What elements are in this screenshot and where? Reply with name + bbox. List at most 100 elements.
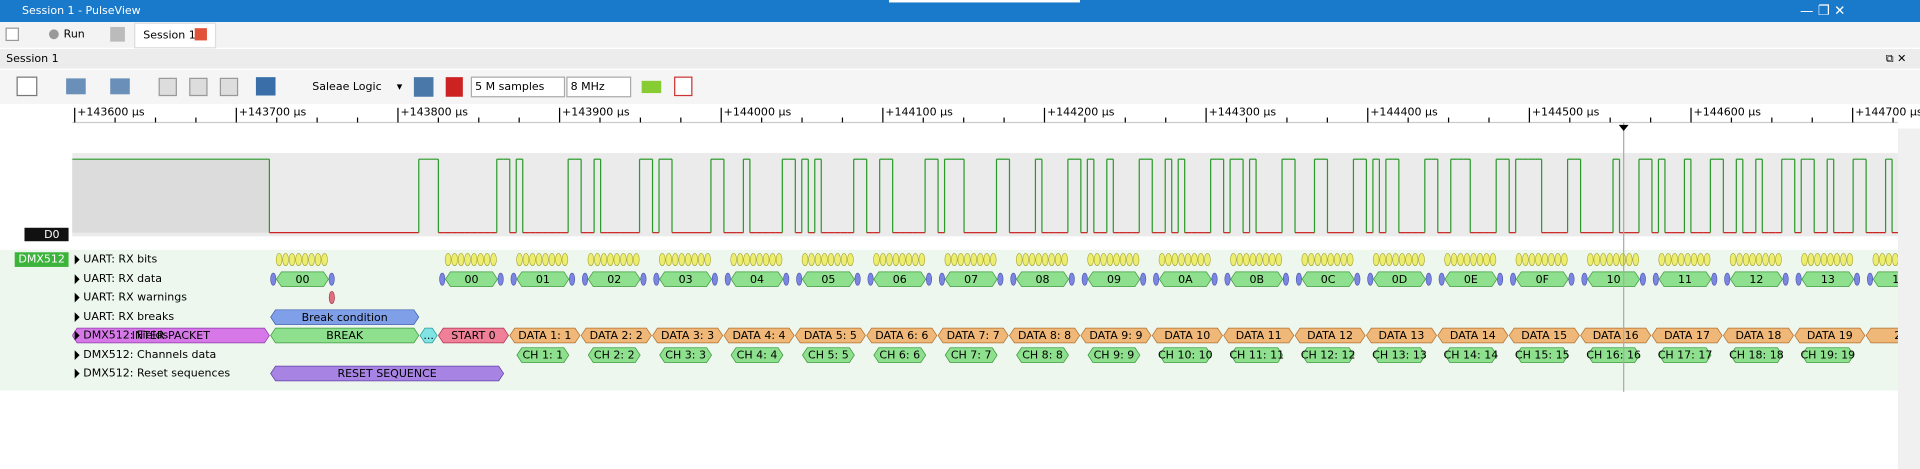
rx-bit	[1729, 253, 1737, 267]
dmx-field	[1722, 327, 1794, 344]
channel-data-text: CH 6: 6	[879, 349, 920, 362]
decoder-tag[interactable]	[14, 252, 69, 267]
rx-data	[944, 271, 998, 287]
rx-bit	[1489, 253, 1497, 267]
row-expander[interactable]	[74, 312, 80, 323]
idle-shade	[72, 159, 270, 233]
open-icon[interactable]	[66, 78, 86, 95]
channel-tag[interactable]	[24, 227, 69, 242]
start-bit	[938, 272, 945, 286]
settings-button[interactable]	[110, 26, 125, 42]
rx-data-text: 01	[536, 273, 550, 286]
decoder-label[interactable]: DMX512	[18, 253, 65, 266]
new-button[interactable]	[5, 27, 19, 42]
rx-bit	[873, 253, 880, 267]
rx-bit	[444, 253, 452, 267]
session-tab-label[interactable]: Session 1	[143, 29, 196, 42]
math-icon[interactable]	[674, 76, 693, 97]
channel-data	[802, 347, 855, 363]
rx-data	[873, 271, 927, 287]
dock-buttons[interactable]: ⧉ ✕	[1886, 52, 1907, 65]
row-label[interactable]: UART: RX data	[83, 272, 162, 285]
rx-bit	[1632, 253, 1639, 267]
stop-bit	[1354, 272, 1361, 286]
row-label[interactable]: DMX512: Fields	[83, 329, 168, 342]
row-expander[interactable]	[74, 330, 80, 341]
channel-data	[1301, 347, 1355, 363]
rx-bit	[535, 253, 543, 267]
samples-select[interactable]	[470, 76, 566, 98]
device-dropdown[interactable]: ▾	[397, 80, 403, 93]
rx-data	[659, 271, 713, 287]
start-bit	[582, 272, 589, 286]
scrollbar[interactable]	[1897, 128, 1920, 469]
rx-bit	[1613, 253, 1620, 267]
run-button[interactable]: Run	[64, 27, 85, 40]
dmx-field	[1437, 327, 1509, 344]
rx-bit	[821, 253, 828, 267]
cursor-marker[interactable]	[1618, 124, 1629, 132]
stop-bit	[640, 272, 647, 286]
cursor-icon[interactable]	[255, 77, 276, 96]
channel-data-text: CH 15: 15	[1515, 349, 1570, 362]
rx-bit	[1768, 253, 1776, 267]
dmx-field	[937, 327, 1009, 344]
rx-bit	[814, 253, 822, 267]
rx-bit	[847, 253, 854, 267]
dmx-field-text: DATA 9: 9	[1089, 329, 1142, 342]
dmx-field	[1508, 327, 1580, 344]
dmx-field-text: DATA 3: 3	[661, 329, 714, 342]
new-view-icon[interactable]	[16, 76, 38, 97]
dmx-field	[1223, 327, 1295, 344]
rate-select[interactable]	[566, 76, 632, 98]
row-expander[interactable]	[74, 368, 80, 379]
samples-value[interactable]: 5 M samples	[475, 80, 545, 93]
rx-bit	[1775, 253, 1782, 267]
window-buttons[interactable]: — ❐ ✕	[1800, 4, 1845, 19]
start-bit	[1438, 272, 1445, 286]
rx-bit	[1450, 253, 1458, 267]
row-label[interactable]: UART: RX breaks	[83, 310, 174, 323]
zoom-one-icon[interactable]	[189, 77, 208, 97]
stop-bit	[1425, 272, 1432, 286]
row-expander[interactable]	[74, 254, 80, 265]
rx-bit	[1346, 253, 1354, 267]
row-expander[interactable]	[74, 292, 80, 303]
rx-bit	[620, 253, 627, 267]
rx-bit	[1372, 253, 1380, 267]
row-label[interactable]: DMX512: Channels data	[83, 348, 216, 361]
config-icon[interactable]	[413, 77, 434, 97]
rx-data-text: 03	[679, 273, 693, 286]
rx-bit	[1100, 253, 1107, 267]
rx-data-text: 0A	[1178, 273, 1193, 286]
zoom-icon[interactable]	[219, 77, 239, 97]
run-icon[interactable]	[48, 29, 59, 40]
tab-close[interactable]	[194, 28, 207, 41]
rate-value[interactable]: 8 MHz	[571, 80, 605, 93]
rx-bit	[1243, 253, 1250, 267]
rx-bit	[1093, 253, 1101, 267]
rx-bit	[633, 253, 640, 267]
rx-data	[802, 271, 855, 287]
zoom-fit-icon[interactable]	[158, 77, 177, 97]
decoder-icon[interactable]	[641, 80, 662, 94]
channel-label[interactable]: D0	[44, 228, 59, 241]
channel-data	[1587, 347, 1641, 363]
rx-bit	[626, 253, 634, 267]
save-icon[interactable]	[110, 78, 130, 95]
row-expander[interactable]	[74, 350, 80, 361]
channel-data-text: CH 14: 14	[1444, 349, 1499, 362]
row-expander[interactable]	[74, 274, 80, 285]
rx-bit	[1684, 253, 1691, 267]
rx-bit	[918, 253, 926, 267]
dmx-field-text: DATA 10	[1164, 329, 1210, 342]
row-label[interactable]: DMX512: Reset sequences	[83, 366, 230, 379]
rx-bit	[1119, 253, 1127, 267]
device-select[interactable]: Saleae Logic	[312, 80, 381, 93]
channel-data	[1087, 347, 1141, 363]
probe-icon[interactable]	[445, 77, 463, 97]
rx-bit	[1548, 253, 1555, 267]
row-label[interactable]: UART: RX warnings	[83, 291, 187, 304]
dmx-field-text: DATA 2: 2	[590, 329, 643, 342]
row-label[interactable]: UART: RX bits	[83, 253, 157, 266]
